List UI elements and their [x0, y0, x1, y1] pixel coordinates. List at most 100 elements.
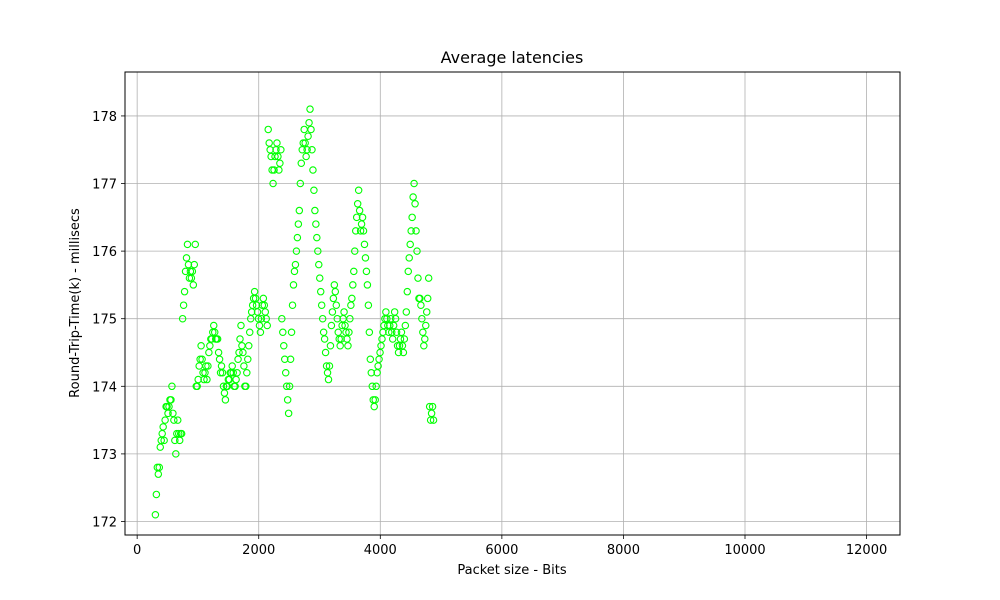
data-point	[221, 396, 230, 404]
data-point	[282, 382, 291, 391]
data-point	[244, 355, 252, 364]
data-point	[311, 206, 319, 215]
data-point	[361, 254, 370, 262]
data-point	[309, 166, 317, 174]
data-point	[353, 200, 362, 208]
data-point	[328, 308, 337, 316]
data-point	[316, 287, 325, 296]
data-point	[429, 416, 438, 424]
data-point	[314, 247, 322, 255]
data-point	[389, 321, 398, 330]
data-point	[375, 355, 383, 364]
data-point	[232, 375, 240, 384]
x-tick-label: 8000	[607, 543, 640, 558]
data-point	[392, 328, 401, 336]
data-point	[357, 220, 366, 228]
data-point	[300, 125, 308, 134]
data-point	[279, 328, 287, 336]
data-point	[331, 287, 340, 296]
data-point	[204, 362, 212, 370]
data-point	[345, 328, 353, 336]
data-point	[344, 341, 352, 350]
data-point	[197, 341, 205, 350]
y-tick-label: 172	[92, 515, 117, 530]
data-point	[167, 396, 175, 404]
data-point	[217, 362, 226, 370]
data-point	[332, 301, 341, 309]
data-point	[256, 328, 265, 336]
data-point	[364, 301, 373, 309]
data-point	[351, 247, 359, 255]
data-point	[278, 314, 286, 323]
data-point	[155, 463, 164, 472]
data-point	[365, 328, 374, 336]
data-point	[177, 429, 186, 438]
x-tick-label: 10000	[724, 543, 765, 558]
data-point	[184, 260, 193, 269]
data-point	[413, 247, 421, 255]
data-point	[239, 348, 247, 357]
data-point	[291, 260, 300, 269]
data-point	[355, 206, 364, 215]
data-point	[152, 490, 161, 499]
data-point	[349, 281, 357, 289]
data-point	[280, 341, 288, 350]
data-point	[382, 308, 390, 316]
data-point	[194, 375, 202, 384]
data-point	[170, 416, 178, 424]
data-point	[277, 145, 285, 154]
data-point	[182, 254, 191, 262]
data-point	[359, 227, 368, 235]
data-point	[250, 287, 259, 296]
data-point	[189, 281, 198, 289]
data-point	[156, 443, 165, 451]
data-point	[323, 369, 332, 377]
data-point	[422, 308, 431, 316]
x-tick-label: 2000	[242, 543, 275, 558]
data-point	[423, 294, 432, 303]
x-axis-label: Packet size - Bits	[457, 563, 566, 578]
data-point	[215, 355, 224, 364]
data-point	[366, 355, 375, 364]
data-point	[195, 362, 203, 370]
data-point	[234, 355, 242, 364]
data-point	[183, 240, 192, 249]
data-point	[403, 287, 412, 296]
data-point	[255, 321, 264, 330]
data-point	[424, 274, 433, 282]
y-tick-label: 173	[92, 448, 117, 463]
data-point	[325, 362, 334, 370]
data-point	[367, 369, 376, 377]
data-point	[304, 132, 312, 140]
data-point	[350, 267, 358, 276]
data-point	[273, 139, 281, 147]
data-point	[292, 247, 301, 255]
data-point	[188, 267, 197, 276]
grid-lines	[125, 72, 900, 535]
data-point	[198, 355, 206, 364]
data-point	[362, 267, 371, 276]
data-point	[409, 193, 417, 201]
data-point	[354, 186, 363, 195]
data-point	[425, 402, 434, 411]
data-point	[263, 321, 271, 330]
data-point	[406, 240, 414, 249]
data-point	[159, 423, 167, 431]
data-point	[348, 294, 356, 303]
data-point	[270, 166, 278, 174]
data-point	[285, 382, 294, 391]
data-point	[245, 341, 253, 350]
data-point	[358, 213, 367, 222]
data-point	[370, 402, 378, 411]
data-point	[307, 125, 315, 134]
y-axis-label: Round-Trip-Time(k) - millisecs	[68, 208, 83, 398]
data-point	[264, 125, 272, 134]
data-point	[391, 314, 400, 323]
data-point	[174, 416, 182, 424]
data-point	[179, 301, 188, 309]
data-point	[289, 281, 298, 289]
data-point	[205, 348, 213, 357]
data-point	[259, 294, 268, 303]
data-point	[286, 355, 295, 364]
data-point	[305, 118, 313, 127]
